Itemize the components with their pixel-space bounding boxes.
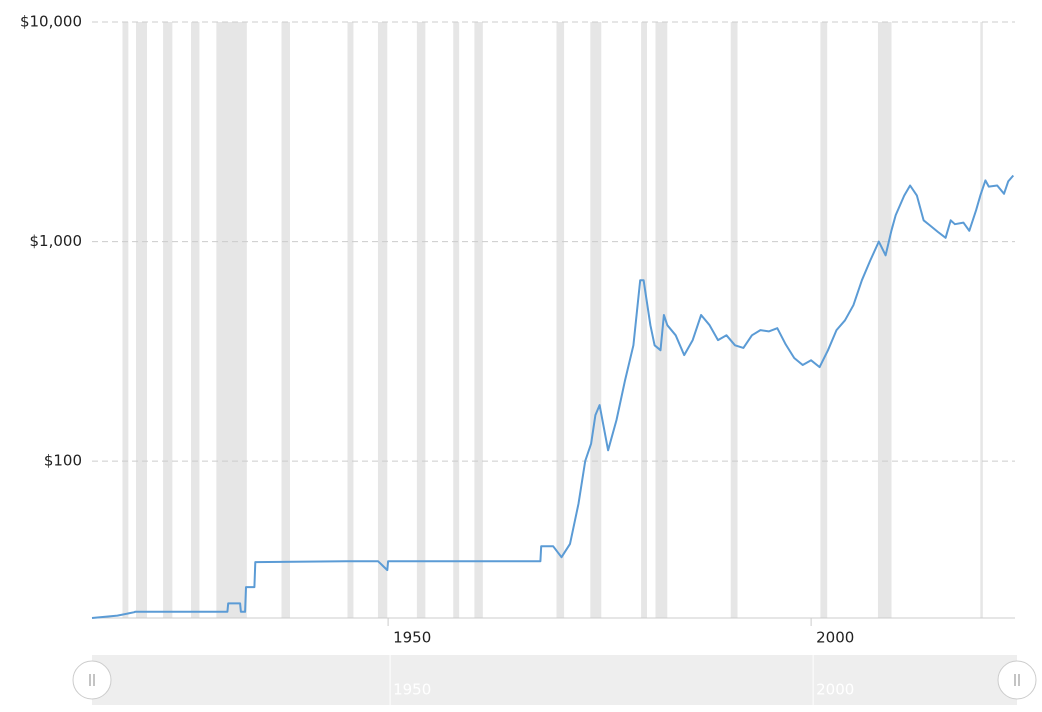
navigator-handle[interactable] xyxy=(997,660,1037,700)
navigator-label: 1950 xyxy=(393,681,431,699)
plot-layer xyxy=(91,174,1015,619)
recession-band xyxy=(281,22,290,618)
recession-band xyxy=(641,22,647,618)
recession-band xyxy=(163,22,173,618)
navigator-layer: 1950 2000 xyxy=(389,655,854,705)
navigator-label: 2000 xyxy=(816,681,854,699)
price-line xyxy=(91,174,1015,619)
navigator-handle[interactable] xyxy=(72,660,112,700)
navigator[interactable] xyxy=(92,655,1017,705)
recession-band xyxy=(820,22,828,618)
recession-band xyxy=(190,22,200,618)
recession-band xyxy=(730,22,738,618)
recession-band xyxy=(216,22,247,618)
recession-band xyxy=(122,22,129,618)
recession-band xyxy=(377,22,388,618)
recession-band xyxy=(877,22,892,618)
y-tick-label: $10,000 xyxy=(20,13,82,31)
y-tick-label: $100 xyxy=(44,452,82,470)
recession-band xyxy=(453,22,460,618)
recession-layer xyxy=(122,22,983,618)
x-tick-label: 2000 xyxy=(816,629,854,647)
x-tick-label: 1950 xyxy=(393,629,431,647)
y-tick-label: $1,000 xyxy=(30,232,83,250)
recession-band xyxy=(474,22,483,618)
recession-band xyxy=(590,22,602,618)
recession-band xyxy=(655,22,668,618)
recession-band xyxy=(347,22,354,618)
recession-band xyxy=(135,22,147,618)
handle-grip xyxy=(89,674,1020,686)
recession-band xyxy=(980,22,983,618)
recession-band xyxy=(416,22,426,618)
recession-band xyxy=(556,22,565,618)
grid-layer: $100 $1,000 $10,000 1950 2000 xyxy=(20,13,1015,647)
